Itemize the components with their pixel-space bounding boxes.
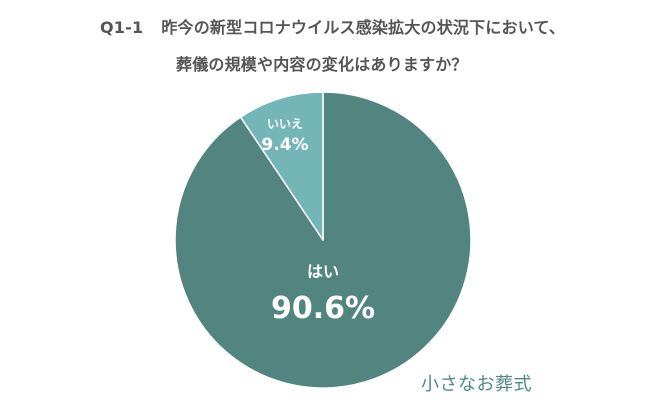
slice-value-yes: 90.6% bbox=[271, 291, 375, 326]
pie-labels: はい 90.6% いいえ 9.4% bbox=[261, 117, 375, 326]
title-text-1: 昨今の新型コロナウイルス感染拡大の状況下において、 bbox=[161, 18, 566, 37]
pie-slice-no bbox=[239, 91, 324, 241]
slice-value-no: 9.4% bbox=[261, 135, 308, 155]
pie-slices bbox=[174, 91, 472, 389]
title-line-2: 葬儀の規模や内容の変化はありますか？ bbox=[176, 55, 468, 74]
title-line-1: Q1-1 昨今の新型コロナウイルス感染拡大の状況下において、 bbox=[100, 14, 565, 38]
slice-label-no: いいえ bbox=[267, 117, 303, 131]
brand-logo: 小さなお葬式 bbox=[421, 374, 532, 395]
slice-label-yes: はい bbox=[307, 262, 339, 281]
question-id: Q1-1 bbox=[100, 18, 144, 37]
